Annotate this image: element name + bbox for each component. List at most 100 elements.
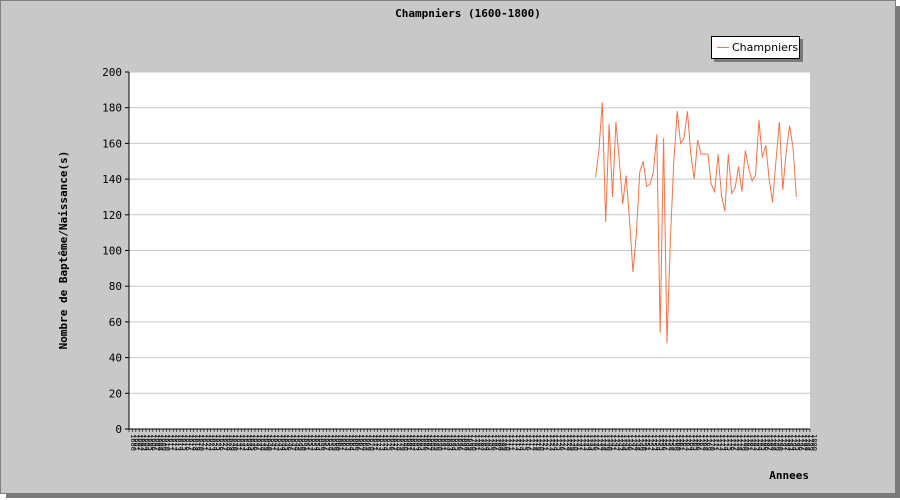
x-tick-label: 1718 (531, 434, 539, 451)
x-tick-label: 1791 (779, 434, 787, 451)
x-tick-label: 1788 (769, 434, 777, 451)
x-tick-label: 1668 (361, 434, 369, 451)
x-tick-label: 1719 (534, 434, 542, 451)
x-tick-label: 1646 (286, 434, 294, 451)
x-tick-label: 1650 (299, 434, 307, 451)
x-tick-label: 1787 (766, 434, 774, 451)
x-tick-label: 1621 (201, 434, 209, 451)
x-tick-label: 1708 (497, 434, 505, 451)
x-tick-label: 1710 (504, 434, 512, 451)
x-tick-label: 1678 (395, 434, 403, 451)
x-tick-label: 1744 (619, 434, 627, 451)
y-axis-ticks: 0 20 40 60 80 100 120 140 160 180 200 (102, 66, 129, 436)
x-tick-label: 1645 (282, 434, 290, 451)
x-tick-label: 1605 (146, 434, 154, 451)
x-tick-label: 1743 (616, 434, 624, 451)
x-tick-label: 1632 (238, 434, 246, 451)
x-tick-label: 1670 (367, 434, 375, 451)
x-tick-label: 1603 (139, 434, 147, 451)
x-tick-label: 1686 (422, 434, 430, 451)
x-tick-label: 1785 (759, 434, 767, 451)
x-axis-ticks: 1600160116021603160416051606160716081609… (128, 429, 818, 451)
x-tick-label: 1631 (235, 434, 243, 451)
x-tick-label: 1757 (664, 434, 672, 451)
x-tick-label: 1770 (708, 434, 716, 451)
x-tick-label: 1677 (391, 434, 399, 451)
x-tick-label: 1776 (728, 434, 736, 451)
x-tick-label: 1728 (565, 434, 573, 451)
chart-title: Champniers (1600-1800) (395, 7, 541, 20)
x-tick-label: 1654 (313, 434, 321, 451)
x-tick-label: 1623 (207, 434, 215, 451)
x-tick-label: 1694 (449, 434, 457, 451)
x-tick-label: 1798 (803, 434, 811, 451)
x-tick-label: 1601 (132, 434, 140, 451)
x-tick-label: 1655 (316, 434, 324, 451)
x-tick-label: 1748 (633, 434, 641, 451)
x-tick-label: 1687 (425, 434, 433, 451)
x-tick-label: 1781 (745, 434, 753, 451)
x-tick-label: 1626 (218, 434, 226, 451)
x-tick-label: 1696 (456, 434, 464, 451)
x-tick-label: 1600 (129, 434, 137, 451)
x-tick-label: 1614 (177, 434, 185, 451)
x-tick-label: 1618 (190, 434, 198, 451)
x-tick-label: 1722 (544, 434, 552, 451)
x-tick-label: 1760 (674, 434, 682, 451)
y-tick-label: 120 (102, 209, 122, 222)
x-tick-label: 1611 (166, 434, 174, 451)
x-tick-label: 1767 (698, 434, 706, 451)
x-tick-label: 1792 (783, 434, 791, 451)
x-tick-label: 1690 (435, 434, 443, 451)
x-tick-label: 1680 (401, 434, 409, 451)
x-tick-label: 1777 (732, 434, 740, 451)
x-tick-label: 1741 (609, 434, 617, 451)
x-tick-label: 1745 (623, 434, 631, 451)
x-tick-label: 1795 (793, 434, 801, 451)
x-tick-label: 1762 (681, 434, 689, 451)
legend: Champniers (711, 36, 800, 59)
x-tick-label: 1602 (136, 434, 144, 451)
x-tick-label: 1652 (306, 434, 314, 451)
x-tick-label: 1790 (776, 434, 784, 451)
x-tick-label: 1692 (442, 434, 450, 451)
x-tick-label: 1765 (691, 434, 699, 451)
y-tick-label: 80 (109, 280, 122, 293)
x-tick-label: 1682 (408, 434, 416, 451)
x-tick-label: 1606 (149, 434, 157, 451)
x-tick-label: 1685 (418, 434, 426, 451)
x-tick-label: 1712 (510, 434, 518, 451)
x-tick-label: 1651 (303, 434, 311, 451)
series-line-champniers (594, 102, 797, 344)
x-tick-label: 1616 (183, 434, 191, 451)
x-tick-label: 1731 (575, 434, 583, 451)
x-tick-label: 1630 (231, 434, 239, 451)
x-tick-label: 1615 (180, 434, 188, 451)
x-tick-label: 1622 (204, 434, 212, 451)
x-tick-label: 1649 (296, 434, 304, 451)
x-tick-label: 1725 (555, 434, 563, 451)
x-tick-label: 1717 (527, 434, 535, 451)
x-tick-label: 1733 (582, 434, 590, 451)
x-tick-label: 1702 (476, 434, 484, 451)
x-tick-label: 1724 (551, 434, 559, 451)
x-tick-label: 1643 (275, 434, 283, 451)
x-tick-label: 1768 (701, 434, 709, 451)
x-tick-label: 1784 (756, 434, 764, 451)
x-tick-label: 1665 (350, 434, 358, 451)
x-tick-label: 1737 (595, 434, 603, 451)
x-tick-label: 1653 (309, 434, 317, 451)
x-tick-label: 1663 (344, 434, 352, 451)
x-tick-label: 1608 (156, 434, 164, 451)
x-tick-label: 1782 (749, 434, 757, 451)
x-tick-label: 1789 (773, 434, 781, 451)
x-tick-label: 1715 (521, 434, 529, 451)
x-tick-label: 1780 (742, 434, 750, 451)
x-tick-label: 1640 (265, 434, 273, 451)
y-tick-label: 60 (109, 316, 122, 329)
x-tick-label: 1711 (507, 434, 515, 451)
x-tick-label: 1758 (667, 434, 675, 451)
x-tick-label: 1625 (214, 434, 222, 451)
x-tick-label: 1633 (241, 434, 249, 451)
x-tick-label: 1727 (561, 434, 569, 451)
